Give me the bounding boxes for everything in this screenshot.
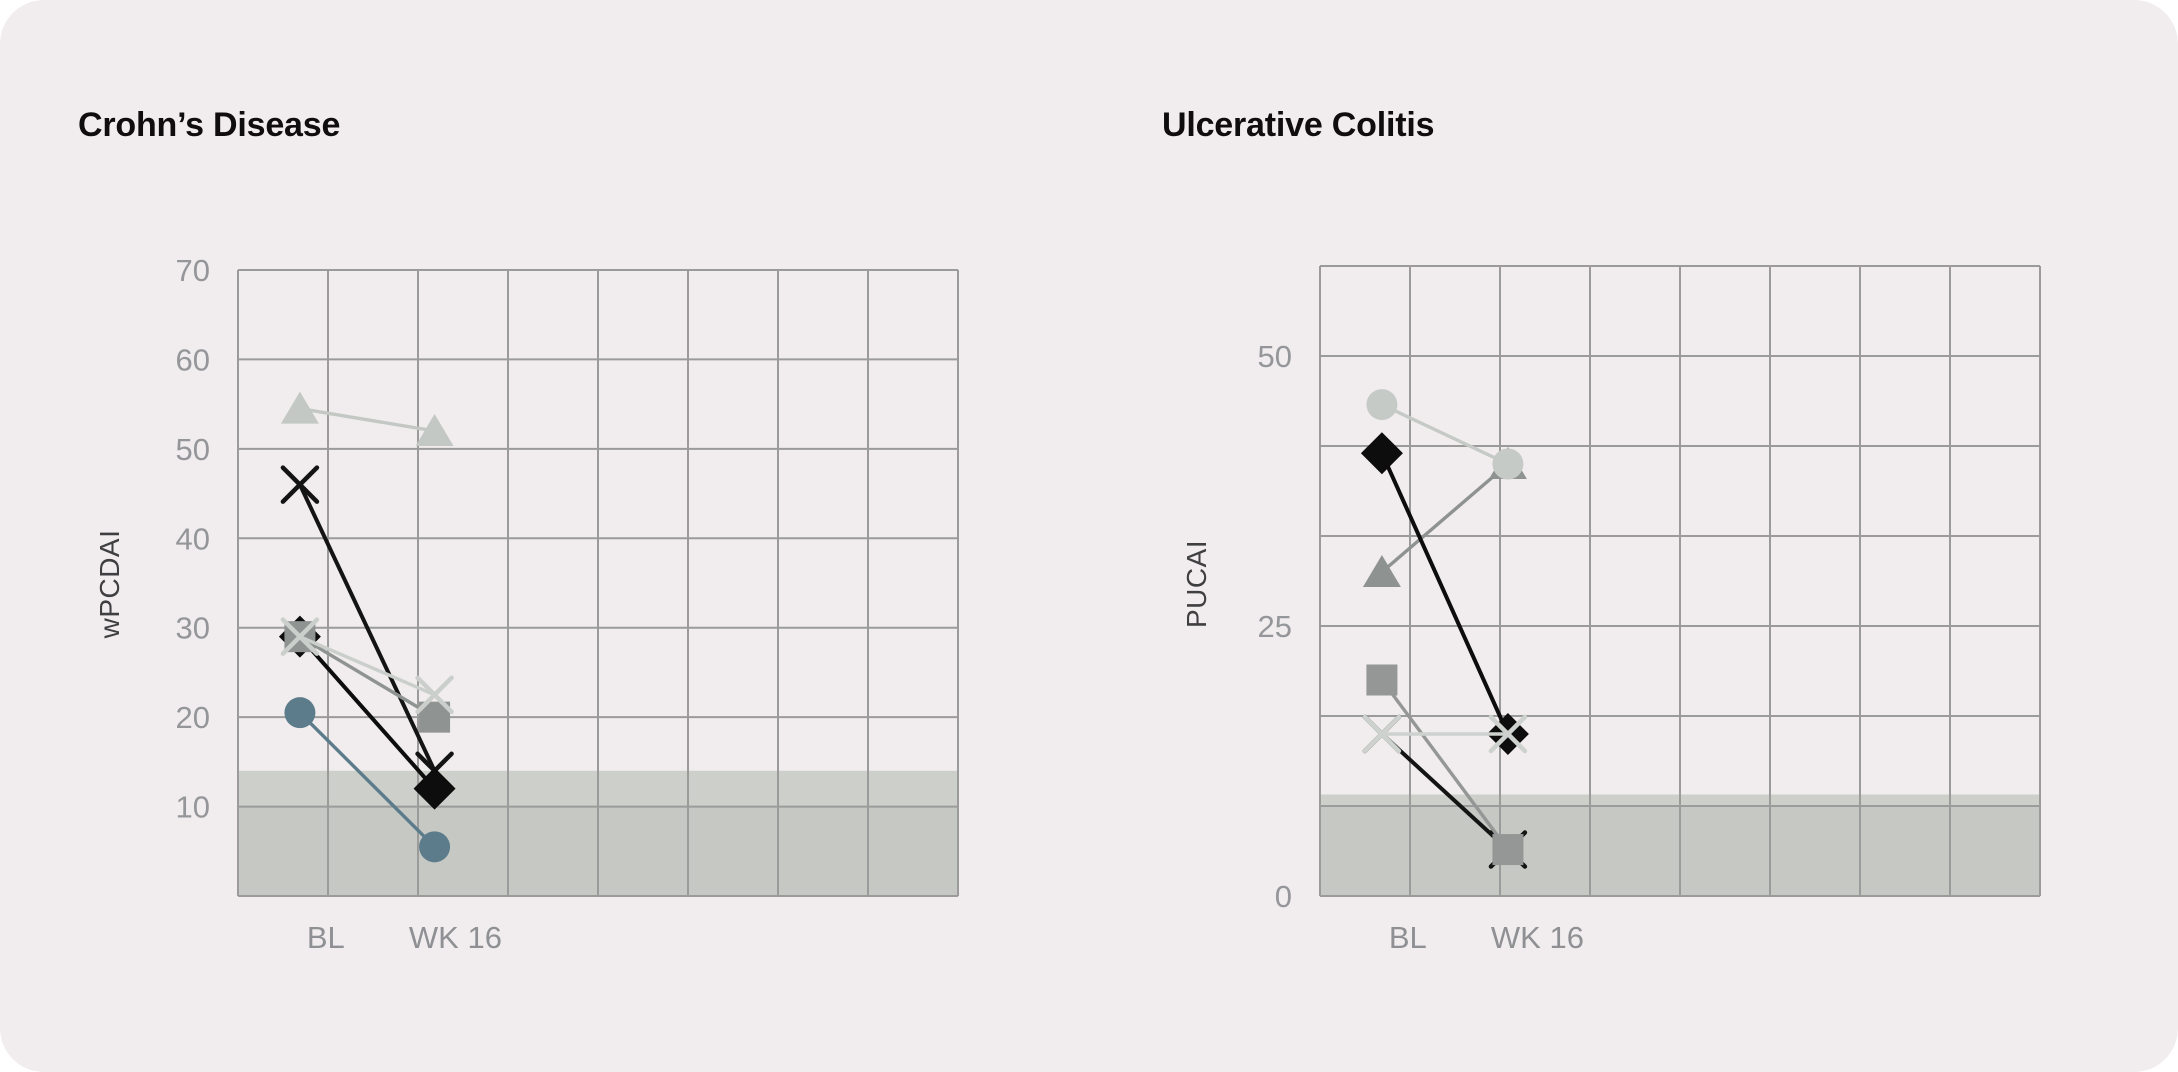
- y-tick-label: 60: [176, 342, 210, 377]
- circle-marker: [1492, 448, 1524, 480]
- circle-marker: [284, 697, 316, 729]
- y-tick-label: 10: [176, 790, 210, 825]
- square-marker: [1366, 664, 1398, 696]
- crohns-plot: 70 60 50 40 30 20 10 BL WK 16: [176, 253, 959, 955]
- uc-plot: 50 25 0 BL WK 16: [1258, 265, 2041, 955]
- y-tick-label: 40: [176, 521, 210, 556]
- x-tick-label: WK 16: [1491, 920, 1584, 955]
- series-x-light: [1362, 714, 1528, 754]
- x-marker: [1362, 714, 1402, 754]
- series-circle: [1366, 389, 1524, 480]
- series-line: [1381, 403, 1509, 466]
- y-tick-labels: 70 60 50 40 30 20 10: [176, 253, 210, 825]
- y-tick-label: 20: [176, 700, 210, 735]
- series-line: [298, 711, 436, 849]
- series-circle: [284, 697, 451, 863]
- x-tick-labels: BL WK 16: [307, 920, 502, 955]
- x-marker: [280, 617, 320, 656]
- circle-marker: [1366, 389, 1398, 421]
- x-tick-label: BL: [1389, 920, 1427, 955]
- y-tick-label: 25: [1258, 609, 1292, 644]
- y-tick-label: 70: [176, 253, 210, 288]
- gridlines: [237, 269, 959, 897]
- series-x-light: [280, 617, 454, 715]
- x-marker: [280, 465, 320, 504]
- chart-title-crohns: Crohn’s Disease: [78, 106, 341, 144]
- x-marker: [415, 675, 454, 715]
- x-marker: [1488, 714, 1528, 754]
- triangle-marker: [1362, 554, 1401, 587]
- series-line: [299, 406, 435, 433]
- series-diamond: [1360, 432, 1529, 755]
- series-triangle: [280, 391, 454, 446]
- x-tick-label: BL: [307, 920, 345, 955]
- series-line: [1380, 462, 1510, 574]
- series-line: [298, 635, 437, 791]
- square-marker: [1492, 834, 1524, 866]
- series-line: [299, 635, 436, 697]
- circle-marker: [419, 831, 451, 863]
- triangle-marker: [415, 413, 454, 446]
- triangle-marker: [280, 391, 319, 424]
- series-line: [1380, 732, 1510, 852]
- series-line: [298, 483, 437, 772]
- gridlines: [1319, 265, 2041, 897]
- y-tick-label: 50: [176, 432, 210, 467]
- x-tick-labels: BL WK 16: [1389, 920, 1584, 955]
- diamond-marker: [413, 767, 456, 810]
- diamond-marker: [1360, 432, 1403, 475]
- y-tick-label: 0: [1275, 879, 1292, 914]
- x-tick-label: WK 16: [409, 920, 502, 955]
- series-line: [299, 635, 436, 719]
- y-tick-label: 30: [176, 611, 210, 646]
- series-square: [1366, 664, 1524, 866]
- chart-title-uc: Ulcerative Colitis: [1162, 106, 1435, 144]
- y-tick-label: 50: [1258, 339, 1292, 374]
- y-tick-labels: 50 25 0: [1258, 339, 1292, 914]
- series-line: [1380, 678, 1510, 851]
- series-line: [1380, 452, 1510, 735]
